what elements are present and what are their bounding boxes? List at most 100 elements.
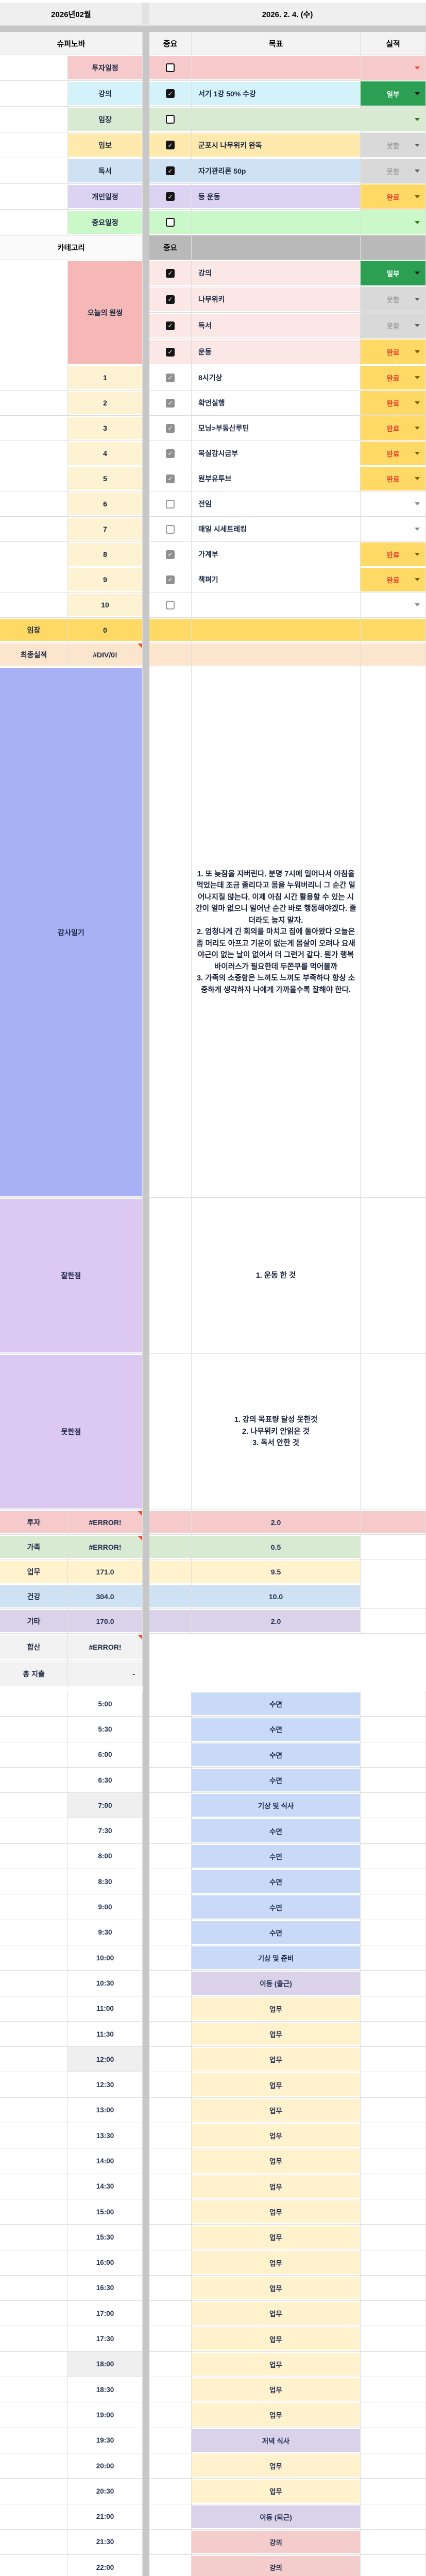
important-checkbox[interactable]: ✓ — [166, 268, 175, 278]
result-dropdown[interactable]: 완료 — [361, 542, 426, 567]
time-label: 17:00 — [96, 2309, 114, 2317]
important-checkbox[interactable]: ✓ — [166, 449, 175, 458]
result-dropdown[interactable] — [361, 55, 426, 81]
result-dropdown[interactable]: 못함 — [361, 132, 426, 158]
activity-cell: 업무 — [192, 2402, 361, 2428]
important-cell: ✓ — [149, 567, 192, 592]
important-checkbox[interactable] — [166, 115, 175, 124]
empty-cell — [361, 2504, 426, 2530]
important-checkbox[interactable]: ✓ — [166, 89, 175, 98]
activity-label: 업무 — [269, 2209, 282, 2217]
column-divider — [143, 32, 149, 55]
result-dropdown[interactable]: 일부 — [361, 81, 426, 107]
important-checkbox[interactable]: ✓ — [166, 166, 175, 175]
goal-category-cell: 임장 — [68, 107, 143, 132]
note-corner-icon — [138, 643, 142, 648]
goal-cell — [192, 592, 361, 618]
goals-section: 투자일정 강의 ✓ 서기 1강 50% 수강 일부 — [0, 55, 426, 235]
empty-cell — [361, 2072, 426, 2098]
empty-cell — [361, 1691, 426, 1717]
important-cell: ✓ — [149, 286, 192, 313]
goal-category-label: 개인일정 — [92, 192, 118, 201]
result-dropdown[interactable]: 못함 — [361, 313, 426, 339]
important-checkbox[interactable]: ✓ — [166, 398, 175, 408]
empty-cell — [0, 55, 68, 81]
result-dropdown[interactable]: 못함 — [361, 286, 426, 313]
important-checkbox[interactable]: ✓ — [166, 373, 175, 382]
important-checkbox[interactable] — [166, 63, 175, 72]
result-dropdown[interactable]: 완료 — [361, 339, 426, 365]
column-divider — [143, 592, 149, 618]
result-dropdown[interactable] — [361, 210, 426, 235]
activity-cell: 업무 — [192, 2174, 361, 2199]
dropdown-arrow-icon — [415, 401, 420, 404]
activity-label: 강의 — [269, 2564, 282, 2572]
empty-cell — [0, 2225, 68, 2250]
column-divider — [143, 1945, 149, 1971]
important-cell — [149, 592, 192, 618]
result-dropdown[interactable]: 완료 — [361, 365, 426, 391]
routine-number: 9 — [103, 575, 107, 584]
result-dropdown[interactable] — [361, 592, 426, 618]
result-dropdown[interactable]: 못함 — [361, 158, 426, 184]
important-cell: ✓ — [149, 391, 192, 416]
stats-value: #ERROR! — [89, 1543, 122, 1551]
timeline-row: 13:30 업무 — [0, 2123, 426, 2149]
important-checkbox[interactable] — [166, 218, 175, 227]
empty-cell — [0, 1691, 68, 1717]
one-thing-row: ✓ 나무위키 못함 — [149, 286, 426, 313]
empty-cell — [149, 1869, 192, 1895]
empty-cell — [0, 492, 68, 517]
result-dropdown[interactable]: 완료 — [361, 466, 426, 492]
timeline-row: 18:30 업무 — [0, 2377, 426, 2403]
empty-cell — [361, 2479, 426, 2504]
important-checkbox[interactable]: ✓ — [166, 295, 175, 304]
empty-cell — [149, 2504, 192, 2530]
result-dropdown[interactable] — [361, 107, 426, 132]
empty-cell — [0, 81, 68, 107]
result-dropdown[interactable]: 완료 — [361, 441, 426, 466]
timeline-row: 10:00 기상 및 준비 — [0, 1945, 426, 1971]
time-label: 8:30 — [98, 1877, 112, 1886]
timeline-row: 7:30 수면 — [0, 1818, 426, 1844]
result-dropdown[interactable]: 완료 — [361, 416, 426, 441]
empty-cell — [361, 2555, 426, 2576]
important-checkbox[interactable]: ✓ — [166, 550, 175, 559]
important-checkbox[interactable] — [166, 600, 175, 609]
important-checkbox[interactable]: ✓ — [166, 423, 175, 433]
time-label: 15:00 — [96, 2208, 114, 2216]
empty-cell — [149, 618, 192, 642]
result-dropdown[interactable] — [361, 492, 426, 517]
important-checkbox[interactable]: ✓ — [166, 474, 175, 483]
important-checkbox[interactable] — [166, 524, 175, 534]
timeline-row: 17:00 업무 — [0, 2301, 426, 2327]
important-checkbox[interactable]: ✓ — [166, 321, 175, 330]
important-checkbox[interactable]: ✓ — [166, 575, 175, 584]
result-status-label: 완료 — [386, 400, 400, 408]
time-label: 18:30 — [96, 2385, 114, 2394]
activity-label: 수면 — [269, 1904, 282, 1912]
routine-row: 5 ✓ 원부유투브 완료 — [0, 466, 426, 492]
result-dropdown[interactable]: 완료 — [361, 391, 426, 416]
important-checkbox[interactable]: ✓ — [166, 347, 175, 357]
column-divider — [143, 492, 149, 517]
column-divider — [143, 1717, 149, 1742]
important-checkbox[interactable] — [166, 499, 175, 509]
result-dropdown[interactable]: 일부 — [361, 260, 426, 286]
time-label: 14:30 — [96, 2182, 114, 2191]
important-checkbox[interactable]: ✓ — [166, 141, 175, 149]
activity-label: 수면 — [269, 1853, 282, 1861]
activity-cell: 강의 — [192, 2555, 361, 2576]
result-dropdown[interactable] — [361, 517, 426, 542]
summary-value-cell: 0 — [68, 618, 143, 642]
empty-cell — [0, 2453, 68, 2479]
result-dropdown[interactable]: 완료 — [361, 567, 426, 592]
goal-cell: 전임 — [192, 492, 361, 517]
important-checkbox[interactable]: ✓ — [166, 192, 175, 201]
column-divider — [143, 55, 149, 81]
result-dropdown[interactable]: 완료 — [361, 184, 426, 210]
empty-cell — [361, 2351, 426, 2378]
goal-category-label: 임장 — [98, 115, 112, 124]
goal-cell: 책펴기 — [192, 567, 361, 592]
empty-cell — [361, 1510, 426, 1535]
